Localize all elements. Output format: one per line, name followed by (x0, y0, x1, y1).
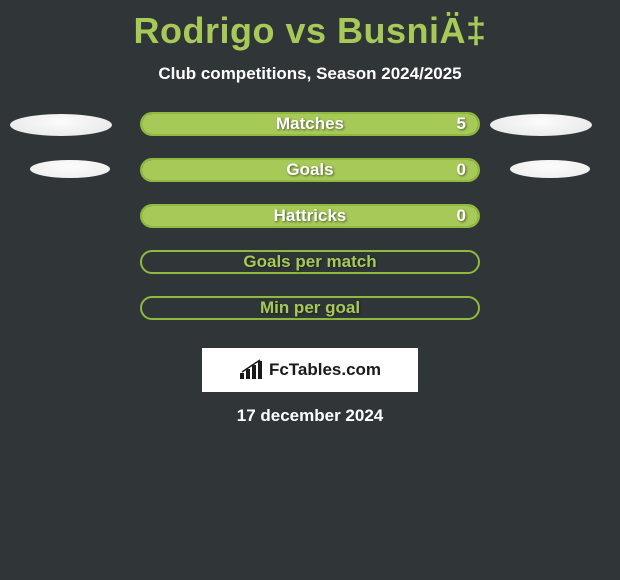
player-marker-right (510, 160, 590, 178)
attribution-badge: FcTables.com (202, 348, 418, 392)
date-text: 17 december 2024 (0, 406, 620, 426)
stats-area: Matches5Goals0Hattricks0Goals per matchM… (0, 112, 620, 342)
player-marker-left (10, 114, 112, 136)
stat-bar: Min per goal (140, 296, 480, 320)
stat-row: Matches5 (0, 112, 620, 158)
stat-value: 0 (457, 206, 466, 226)
subtitle: Club competitions, Season 2024/2025 (0, 64, 620, 84)
stat-label: Min per goal (142, 298, 478, 318)
bars-icon (239, 359, 265, 381)
page-title: Rodrigo vs BusniÄ‡ (0, 0, 620, 52)
stat-bar: Goals0 (140, 158, 480, 182)
stat-bar: Hattricks0 (140, 204, 480, 228)
stat-label: Hattricks (142, 206, 478, 226)
player-marker-right (490, 114, 592, 136)
stat-bar: Matches5 (140, 112, 480, 136)
stat-row: Goals per match (0, 250, 620, 296)
stat-row: Hattricks0 (0, 204, 620, 250)
player-marker-left (30, 160, 110, 178)
stat-label: Goals per match (142, 252, 478, 272)
stat-value: 0 (457, 160, 466, 180)
badge-text: FcTables.com (269, 360, 381, 380)
stat-row: Goals0 (0, 158, 620, 204)
stat-value: 5 (457, 114, 466, 134)
stat-label: Matches (142, 114, 478, 134)
stat-row: Min per goal (0, 296, 620, 342)
stat-bar: Goals per match (140, 250, 480, 274)
stat-label: Goals (142, 160, 478, 180)
